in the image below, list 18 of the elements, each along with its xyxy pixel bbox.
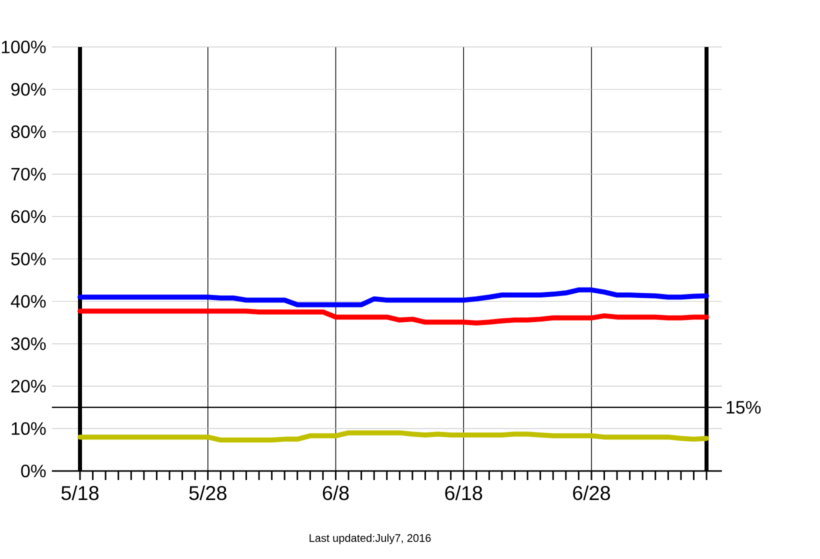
- x-tick-label: 6/28: [573, 486, 610, 500]
- y-tick-label: 20%: [11, 380, 46, 393]
- y-tick-label: 0%: [21, 464, 46, 478]
- y-tick-label: 30%: [11, 337, 46, 350]
- text: Last updated:July7, 2016: [310, 534, 431, 544]
- y-tick-label: 50%: [11, 252, 46, 266]
- y-tick-label: 40%: [10, 295, 46, 308]
- x-tick-label: 6/18: [445, 486, 482, 500]
- x-tick-label: 5/18: [61, 486, 99, 500]
- x-tick-label: 6/8: [322, 486, 349, 500]
- ref-line-label: 15%: [726, 401, 761, 414]
- y-tick-label: 90%: [11, 83, 46, 96]
- y-tick-label: 10%: [12, 422, 46, 435]
- y-tick-label: 80%: [11, 125, 46, 138]
- y-tick-label: 60%: [11, 210, 46, 223]
- y-tick-label: 100%: [2, 40, 46, 54]
- y-tick-label: 70%: [11, 168, 46, 181]
- x-tick-label: 5/28: [189, 486, 226, 500]
